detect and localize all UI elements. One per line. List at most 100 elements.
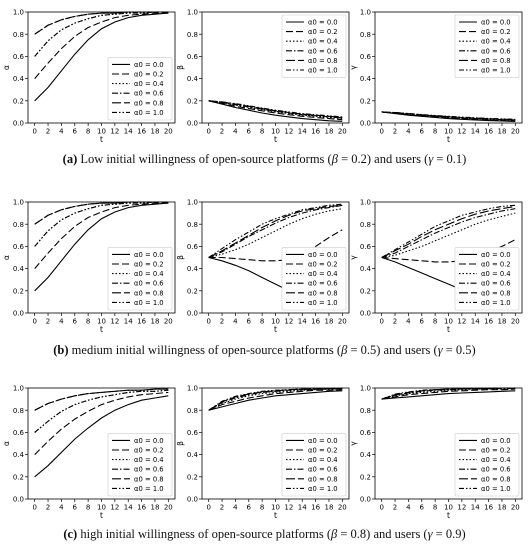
x-tick-label: 20 [511, 504, 520, 512]
legend-box [107, 247, 173, 311]
chart-0-1: 0.0 0.2 0.4 0.6 0.8 1.0 0 2 4 6 8 10 12 14 16 18 20 t β α0 … [176, 9, 350, 144]
x-tick-label: 14 [471, 128, 480, 136]
y-tick-label: 1.0 [13, 199, 24, 207]
y-tick-label: 0.6 [360, 53, 372, 61]
legend-label-2: α0 = 0.4 [308, 270, 338, 278]
x-tick-label: 0 [206, 318, 210, 326]
y-tick-label: 0.8 [13, 407, 24, 415]
y-axis-label: γ [349, 255, 358, 260]
legend-label-4: α0 = 0.8 [308, 475, 338, 483]
x-tick-label: 4 [406, 318, 411, 326]
series-line-4 [381, 205, 516, 258]
y-tick-label: 0.2 [187, 287, 198, 295]
x-tick-label: 12 [284, 504, 293, 512]
caption-c-sym2: γ [427, 527, 433, 541]
y-axis-label: α [2, 255, 11, 260]
series-line-1 [34, 391, 169, 455]
y-tick-label: 0.4 [360, 265, 372, 273]
y-tick-label: 1.0 [187, 9, 198, 17]
series-line-4 [34, 11, 169, 35]
x-tick-label: 8 [86, 318, 90, 326]
y-tick-label: 0.0 [187, 120, 198, 128]
x-tick-label: 14 [124, 318, 133, 326]
x-tick-label: 6 [73, 504, 78, 512]
legend-label-0: α0 = 0.0 [308, 19, 338, 27]
legend-label-2: α0 = 0.4 [308, 456, 338, 464]
x-tick-label: 16 [311, 318, 320, 326]
y-axis-label: β [176, 441, 185, 446]
x-tick-label: 8 [433, 504, 437, 512]
series-line-3 [381, 208, 516, 259]
x-axis-label: t [447, 511, 450, 520]
caption-b-text1: medium initial willingness of open-sourc… [68, 343, 342, 357]
y-tick-label: 0.4 [13, 265, 25, 273]
chart-1-0: 0.0 0.2 0.4 0.6 0.8 1.0 0 2 4 6 8 10 12 14 16 18 20 t α α0 … [2, 199, 176, 334]
chart-1-1: 0.0 0.2 0.4 0.6 0.8 1.0 0 2 4 6 8 10 12 14 16 18 20 t β α0 … [176, 199, 350, 334]
x-tick-label: 4 [233, 504, 238, 512]
x-tick-label: 18 [497, 128, 506, 136]
x-tick-label: 18 [324, 318, 333, 326]
legend-label-5: α0 = 1.0 [308, 299, 338, 307]
y-tick-label: 0.4 [13, 451, 25, 459]
legend-label-5: α0 = 1.0 [481, 299, 511, 307]
legend-label-5: α0 = 1.0 [308, 67, 338, 75]
series-line-5 [34, 11, 169, 57]
legend-label-3: α0 = 0.6 [481, 466, 511, 474]
x-axis-label: t [274, 511, 277, 520]
x-tick-label: 12 [110, 128, 119, 136]
x-tick-label: 10 [271, 504, 280, 512]
caption-a-text1: Low initial willingness of open-source p… [77, 152, 332, 166]
legend-label-1: α0 = 0.2 [481, 447, 511, 455]
legend-label-5: α0 = 1.0 [308, 485, 338, 493]
legend-label-3: α0 = 0.6 [481, 280, 511, 288]
caption-a-text3: = 0.1) [433, 152, 467, 166]
legend-box [281, 247, 347, 311]
x-tick-label: 2 [220, 318, 224, 326]
legend-label-2: α0 = 0.4 [481, 270, 511, 278]
legend-label-2: α0 = 0.4 [481, 38, 511, 46]
y-tick-label: 0.8 [13, 221, 24, 229]
x-tick-label: 10 [444, 504, 453, 512]
series-line-5 [208, 203, 343, 258]
chart-1-2: 0.0 0.2 0.4 0.6 0.8 1.0 0 2 4 6 8 10 12 14 16 18 20 t γ α0 … [349, 199, 523, 334]
legend-label-1: α0 = 0.2 [481, 28, 511, 36]
x-tick-label: 20 [511, 318, 520, 326]
y-tick-label: 0.4 [187, 75, 199, 83]
caption-b-sym1: β [341, 343, 348, 357]
x-tick-label: 18 [324, 504, 333, 512]
x-tick-label: 16 [311, 504, 320, 512]
x-tick-label: 0 [206, 504, 210, 512]
y-tick-label: 0.2 [360, 97, 371, 105]
y-tick-label: 0.0 [360, 496, 371, 504]
y-tick-label: 0.8 [187, 31, 198, 39]
legend-label-2: α0 = 0.4 [308, 38, 338, 46]
legend-box [454, 247, 520, 311]
x-tick-label: 10 [97, 504, 106, 512]
caption-b-text3: = 0.5) [442, 343, 476, 357]
x-tick-label: 0 [206, 128, 210, 136]
caption-c-text3: = 0.9) [432, 527, 466, 541]
y-tick-label: 0.8 [13, 31, 24, 39]
x-tick-label: 6 [247, 318, 252, 326]
x-tick-label: 20 [511, 128, 520, 136]
y-tick-label: 1.0 [360, 9, 371, 17]
x-tick-label: 16 [137, 504, 146, 512]
x-tick-label: 12 [457, 128, 466, 136]
caption-c: (c) high initial willingness of open-sou… [0, 527, 529, 542]
legend: α0 = 0.0α0 = 0.2 α0 = 0.4α0 = 0.6 α0 = 0.8… [281, 14, 347, 78]
legend-label-0: α0 = 0.0 [134, 437, 164, 445]
y-tick-label: 0.6 [187, 243, 199, 251]
legend-label-0: α0 = 0.0 [481, 19, 511, 27]
x-tick-label: 2 [393, 504, 397, 512]
caption-a-sym2: γ [428, 152, 434, 166]
caption-b-sym2: γ [437, 343, 443, 357]
x-tick-label: 14 [471, 318, 480, 326]
series-line-3 [208, 204, 343, 259]
x-tick-label: 6 [247, 504, 252, 512]
x-tick-label: 18 [497, 318, 506, 326]
chart-2-1: 0.0 0.2 0.4 0.6 0.8 1.0 0 2 4 6 8 10 12 14 16 18 20 t β α0 … [176, 385, 350, 520]
y-tick-label: 0.8 [360, 31, 371, 39]
legend-label-3: α0 = 0.6 [481, 47, 511, 55]
x-tick-label: 20 [338, 318, 347, 326]
y-axis-label: α [2, 441, 11, 446]
